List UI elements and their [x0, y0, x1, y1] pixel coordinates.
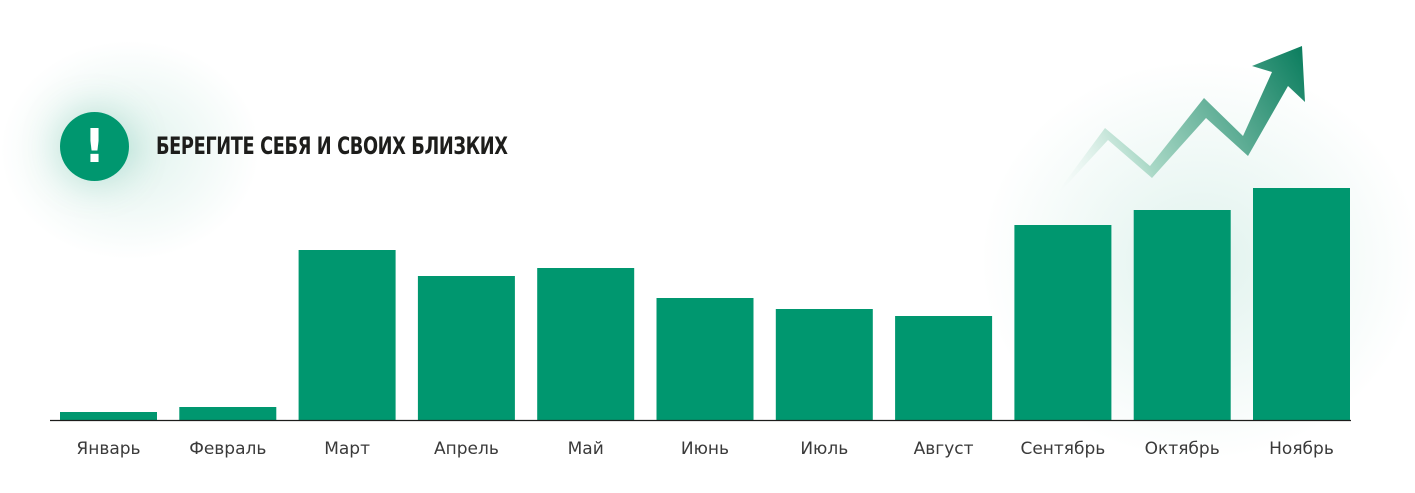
trend-up-arrow-icon	[1048, 46, 1305, 205]
x-tick-label: Февраль	[189, 439, 266, 459]
x-tick-label: Ноябрь	[1269, 439, 1334, 459]
bar-0	[60, 412, 157, 420]
bar-2	[298, 250, 396, 420]
x-tick-label: Апрель	[434, 439, 499, 459]
x-tick-label: Май	[568, 439, 604, 459]
bar-4	[537, 268, 635, 420]
x-tick-label: Март	[324, 439, 370, 459]
bar-5	[656, 298, 754, 420]
warning-badge: !	[60, 112, 129, 181]
x-tick-label: Июль	[800, 439, 848, 459]
bar-9	[1133, 210, 1231, 420]
bar-3	[417, 276, 515, 420]
exclamation-icon: !	[84, 119, 105, 173]
x-tick-label: Сентябрь	[1020, 439, 1105, 459]
x-tick-label: Январь	[76, 439, 140, 459]
bar-6	[775, 309, 873, 420]
x-tick-label: Июнь	[681, 439, 729, 459]
bar-8	[1014, 225, 1112, 420]
bar-1	[179, 407, 277, 420]
bar-10	[1253, 188, 1350, 420]
notice-title: БЕРЕГИТЕ СЕБЯ И СВОИХ БЛИЗКИХ	[156, 132, 508, 160]
bar-7	[895, 316, 993, 420]
x-tick-label: Октябрь	[1145, 439, 1220, 459]
x-tick-label: Август	[914, 439, 974, 459]
